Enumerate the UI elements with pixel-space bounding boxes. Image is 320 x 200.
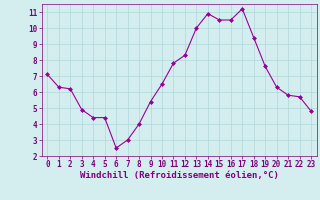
X-axis label: Windchill (Refroidissement éolien,°C): Windchill (Refroidissement éolien,°C) [80,171,279,180]
